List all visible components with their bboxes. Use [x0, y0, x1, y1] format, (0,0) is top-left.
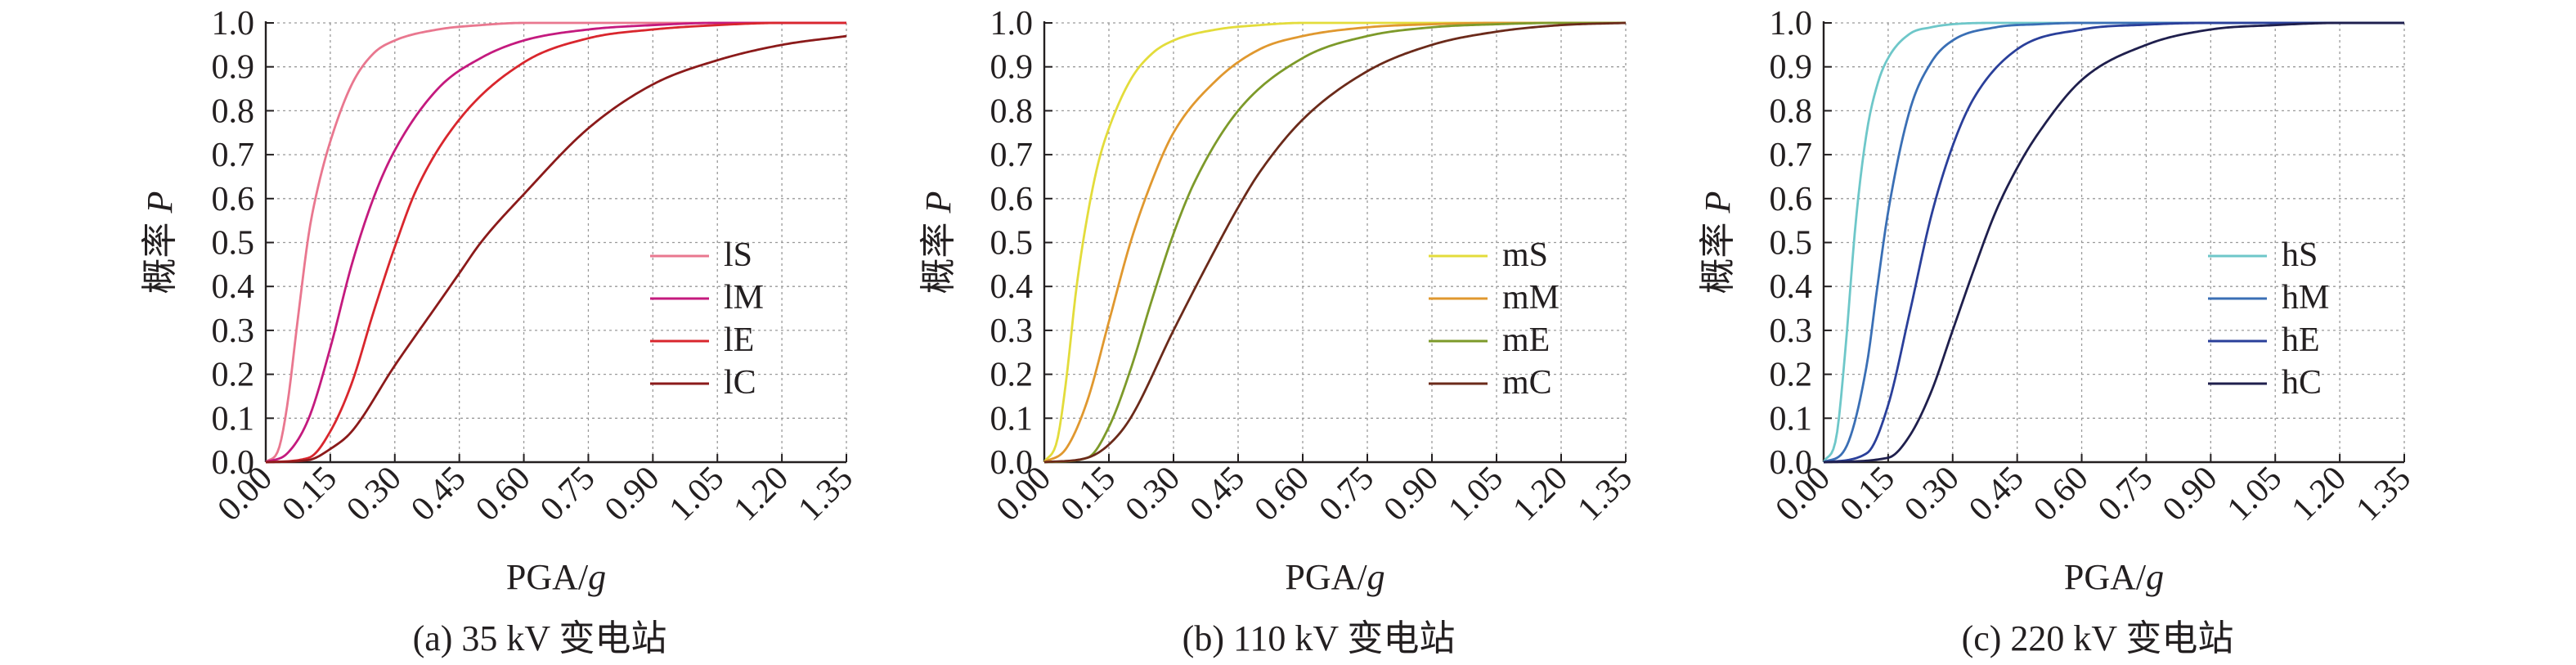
legend-label: mC	[1502, 364, 1552, 402]
legend-label: lC	[724, 364, 756, 402]
panel-caption: (c) 220 kV 变电站	[1962, 618, 2234, 658]
y-tick-label: 0.2	[212, 357, 255, 394]
y-tick-label: 0.5	[1770, 225, 1813, 263]
series-line-lC	[265, 34, 847, 464]
x-tick-label: 0.30	[339, 460, 408, 528]
legend-label: lE	[724, 321, 754, 359]
y-tick-label: 0.9	[1770, 49, 1813, 87]
series-line-mE	[1043, 21, 1626, 464]
x-tick-label: 0.30	[1897, 460, 1966, 528]
x-tick-label: 0.60	[469, 460, 537, 528]
x-tick-label: 1.20	[1506, 460, 1575, 528]
y-tick-label: 0.8	[1770, 92, 1813, 130]
x-tick-label: 0.60	[2026, 460, 2095, 528]
y-tick-label: 0.7	[1770, 137, 1813, 174]
y-tick-label: 1.0	[990, 5, 1034, 43]
y-tick-label: 0.6	[990, 181, 1034, 218]
chart-panel: 0.00.10.20.30.40.50.60.70.80.91.00.000.1…	[1698, 5, 2418, 658]
y-tick-label: 0.0	[212, 444, 255, 482]
x-tick-label: 0.30	[1119, 460, 1187, 528]
x-tick-label: 0.90	[1377, 460, 1446, 528]
y-tick-label: 0.3	[1770, 312, 1813, 350]
legend-label: mM	[1502, 279, 1560, 317]
x-tick-label: 1.05	[1442, 460, 1510, 528]
x-tick-label: 1.35	[792, 460, 860, 528]
y-tick-label: 0.3	[212, 312, 255, 350]
x-tick-label: 0.45	[404, 460, 473, 528]
y-tick-label: 0.2	[1770, 357, 1813, 394]
x-axis-title: PGA/g	[1285, 557, 1384, 597]
y-tick-label: 0.0	[990, 444, 1034, 482]
legend-label: mS	[1502, 236, 1548, 274]
y-tick-label: 0.0	[1770, 444, 1813, 482]
x-tick-label: 0.15	[1054, 460, 1123, 528]
x-axis-title: PGA/g	[2064, 557, 2164, 597]
legend-label: lM	[724, 279, 764, 317]
y-tick-label: 0.4	[1770, 268, 1813, 306]
y-axis-title: 概率 P	[918, 191, 958, 294]
y-tick-label: 0.5	[990, 225, 1034, 263]
y-tick-label: 0.5	[212, 225, 255, 263]
legend-label: lS	[724, 236, 752, 274]
y-tick-label: 0.1	[212, 400, 255, 438]
y-tick-label: 0.7	[990, 137, 1034, 174]
y-tick-label: 0.9	[212, 49, 255, 87]
legend-label: hC	[2282, 364, 2322, 402]
y-tick-label: 1.0	[212, 5, 255, 43]
panel-caption: (a) 35 kV 变电站	[413, 618, 667, 658]
chart-panel: 0.00.10.20.30.40.50.60.70.80.91.00.000.1…	[140, 5, 860, 658]
x-tick-label: 0.60	[1248, 460, 1317, 528]
y-tick-label: 0.3	[990, 312, 1034, 350]
series-line-lE	[265, 21, 846, 464]
series-line-hC	[1823, 21, 2404, 464]
x-tick-label: 0.45	[1183, 460, 1252, 528]
y-tick-label: 0.4	[990, 268, 1034, 306]
legend-label: hM	[2282, 279, 2329, 317]
x-tick-label: 1.35	[1571, 460, 1640, 528]
x-tick-label: 1.35	[2349, 460, 2418, 528]
x-tick-label: 0.90	[598, 460, 666, 528]
y-tick-label: 1.0	[1770, 5, 1813, 43]
x-tick-label: 0.75	[1313, 460, 1381, 528]
x-tick-label: 0.75	[2091, 460, 2160, 528]
y-tick-label: 0.1	[990, 400, 1034, 438]
y-tick-label: 0.4	[212, 268, 255, 306]
x-tick-label: 0.75	[533, 460, 602, 528]
x-tick-label: 0.90	[2156, 460, 2224, 528]
y-tick-label: 0.1	[1770, 400, 1813, 438]
panel-caption: (b) 110 kV 变电站	[1183, 618, 1456, 658]
y-axis-title: 概率 P	[1698, 191, 1738, 294]
y-tick-label: 0.2	[990, 357, 1034, 394]
y-tick-label: 0.6	[212, 181, 255, 218]
y-tick-label: 0.9	[990, 49, 1034, 87]
x-tick-label: 0.45	[1962, 460, 2031, 528]
y-tick-label: 0.8	[990, 92, 1034, 130]
chart-panel: 0.00.10.20.30.40.50.60.70.80.91.00.000.1…	[918, 5, 1640, 658]
legend-label: hS	[2282, 236, 2318, 274]
x-tick-label: 1.05	[2220, 460, 2289, 528]
x-tick-label: 0.15	[1833, 460, 1901, 528]
y-tick-label: 0.7	[212, 137, 255, 174]
legend-label: mE	[1502, 321, 1550, 359]
x-tick-label: 0.15	[275, 460, 343, 528]
series-line-mC	[1043, 21, 1627, 464]
y-tick-label: 0.6	[1770, 181, 1813, 218]
x-tick-label: 1.20	[2285, 460, 2354, 528]
y-tick-label: 0.8	[212, 92, 255, 130]
legend-label: hE	[2282, 321, 2320, 359]
x-tick-label: 1.20	[727, 460, 796, 528]
x-tick-label: 1.05	[662, 460, 731, 528]
y-axis-title: 概率 P	[140, 191, 180, 294]
x-axis-title: PGA/g	[506, 557, 606, 597]
